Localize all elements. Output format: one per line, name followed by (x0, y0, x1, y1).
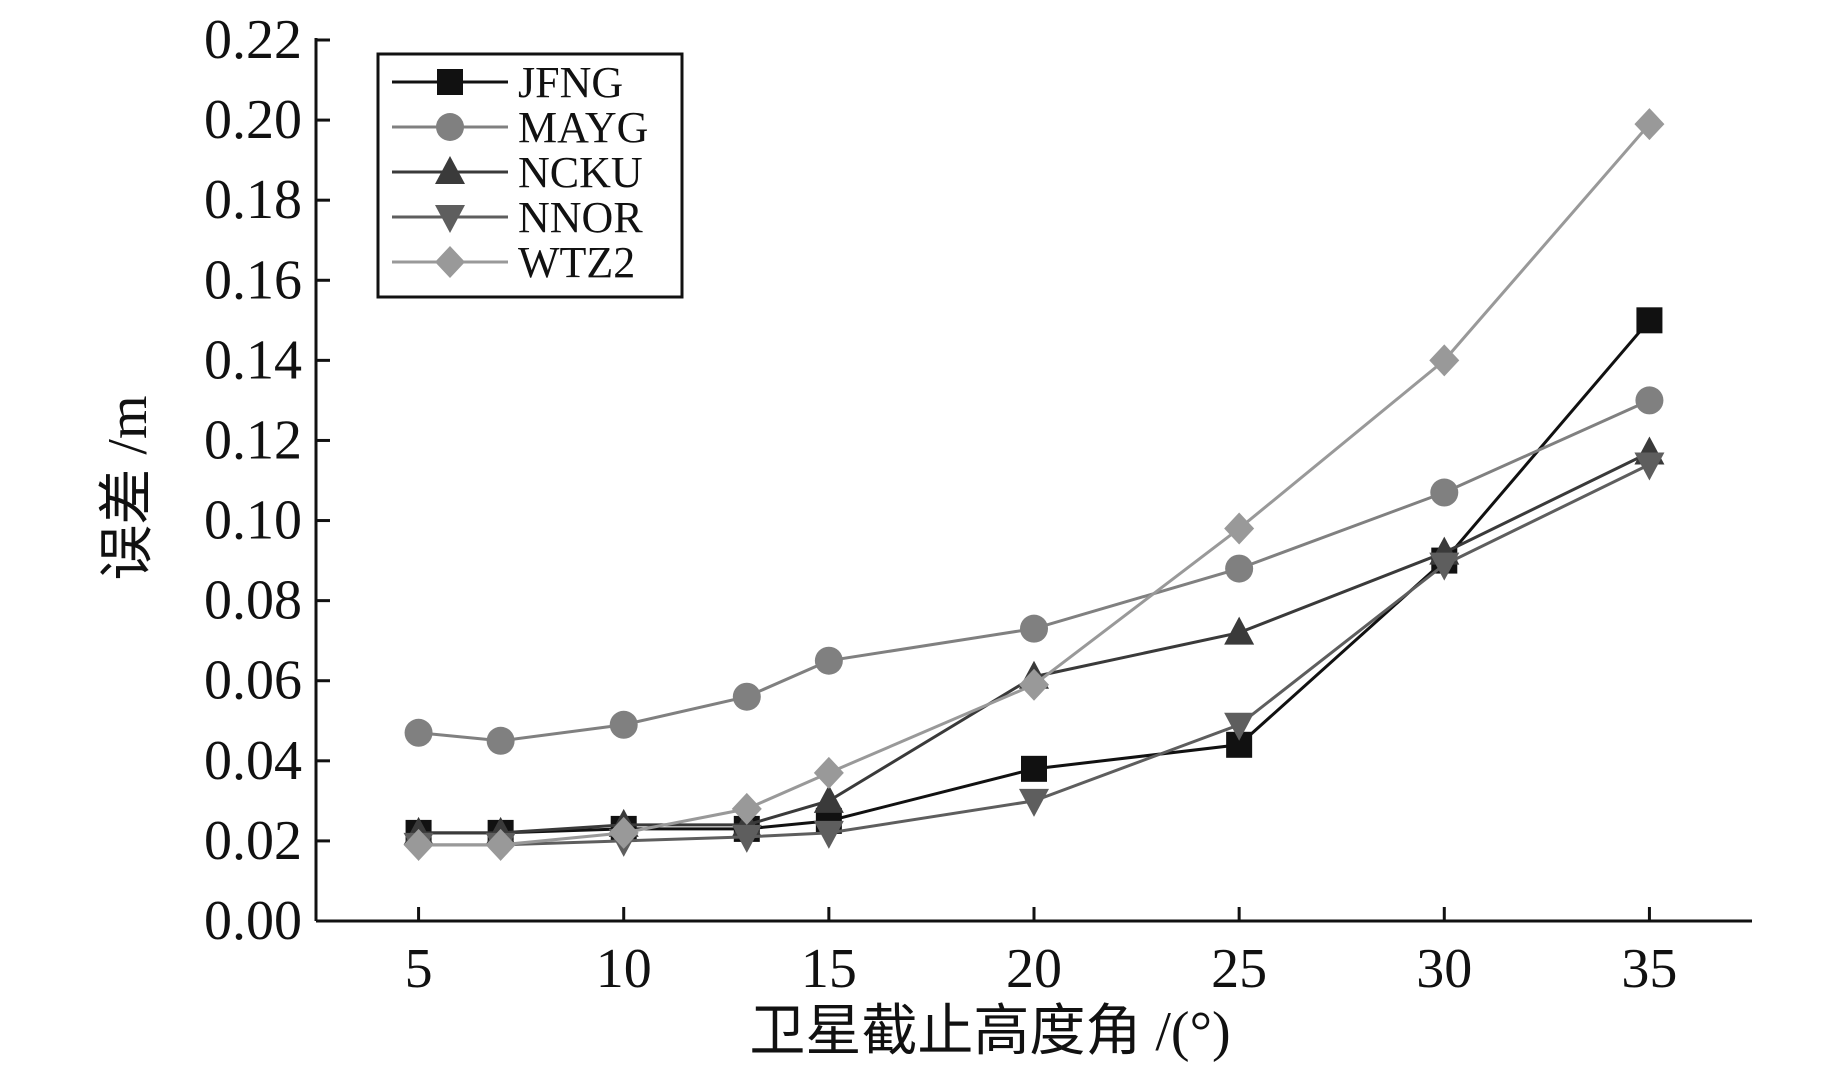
y-tick-label: 0.10 (204, 490, 302, 552)
x-tick-label: 20 (1006, 938, 1062, 1000)
data-point-nnor (1019, 788, 1049, 817)
data-point-mayg (732, 682, 761, 711)
series-nnor (403, 452, 1665, 861)
data-point-wtz2 (608, 816, 639, 849)
legend-marker-nnor (435, 205, 465, 233)
data-point-jfng (1021, 755, 1047, 782)
axes: 0.00 0.02 0.04 0.06 0.08 0.10 0.12 0.14 0.16 0.18… (204, 9, 1752, 1000)
legend-label-nnor: NNOR (518, 193, 643, 242)
data-point-mayg (1430, 478, 1459, 507)
data-point-mayg (1225, 554, 1254, 583)
data-point-ncku (1224, 616, 1255, 645)
data-point-wtz2 (485, 828, 516, 861)
series-layer (403, 108, 1665, 861)
data-point-mayg (404, 718, 433, 747)
data-point-mayg (609, 710, 638, 739)
y-tick-label: 0.06 (204, 650, 302, 712)
x-tick-label: 25 (1211, 938, 1267, 1000)
y-tick-label: 0.22 (204, 9, 302, 71)
x-axis-title: 卫星截止高度角 /(°) (749, 1001, 1230, 1063)
y-tick-label: 0.16 (204, 249, 302, 311)
x-tick-label: 35 (1621, 938, 1677, 1000)
x-tick-label: 15 (801, 938, 857, 1000)
x-ticks: 5 10 15 20 25 30 35 (405, 907, 1677, 1000)
data-point-wtz2 (1224, 512, 1255, 545)
data-point-mayg (1635, 386, 1664, 415)
y-tick-label: 0.02 (204, 810, 302, 872)
data-point-ncku (813, 784, 844, 813)
legend-label-wtz2: WTZ2 (518, 238, 635, 287)
series-line-nnor (418, 463, 1651, 847)
data-point-nnor (1429, 552, 1460, 581)
legend-box (376, 52, 684, 299)
legend-marker-ncku (435, 156, 465, 184)
data-point-nnor (1224, 712, 1255, 741)
y-tick-label: 0.12 (204, 409, 302, 471)
series-jfng (405, 307, 1663, 846)
data-point-wtz2 (1634, 108, 1665, 141)
x-tick-label: 30 (1416, 938, 1472, 1000)
y-tick-label: 0.08 (204, 570, 302, 632)
data-point-wtz2 (1429, 344, 1460, 377)
legend-label-jfng: JFNG (518, 58, 623, 107)
data-point-wtz2 (403, 828, 434, 861)
series-mayg (404, 386, 1664, 755)
data-point-mayg (486, 726, 515, 755)
y-tick-label: 0.20 (204, 89, 302, 151)
legend-marker-mayg (436, 113, 464, 141)
data-point-wtz2 (813, 756, 844, 789)
data-point-mayg (1020, 614, 1048, 643)
x-tick-label: 10 (596, 938, 652, 1000)
y-tick-label: 0.04 (204, 730, 302, 792)
data-point-wtz2 (1019, 668, 1049, 701)
legend-marker-wtz2 (435, 246, 465, 278)
legend-marker-jfng (437, 69, 463, 95)
legend-label-mayg: MAYG (518, 103, 648, 152)
legend-label-ncku: NCKU (518, 148, 643, 197)
data-point-nnor (731, 824, 762, 853)
y-axis-title: 误差 /m (97, 395, 159, 580)
x-tick-label: 5 (405, 938, 433, 1000)
data-point-mayg (814, 646, 843, 675)
data-point-jfng (1636, 307, 1663, 334)
y-tick-label: 0.14 (204, 329, 302, 391)
data-point-wtz2 (731, 792, 762, 825)
y-tick-label: 0.00 (204, 890, 302, 952)
data-point-nnor (813, 820, 844, 849)
y-tick-label: 0.18 (204, 169, 302, 231)
data-point-nnor (1634, 452, 1665, 481)
series-wtz2 (403, 108, 1665, 861)
y-ticks: 0.00 0.02 0.04 0.06 0.08 0.10 0.12 0.14 0.16 0.18… (204, 9, 330, 952)
